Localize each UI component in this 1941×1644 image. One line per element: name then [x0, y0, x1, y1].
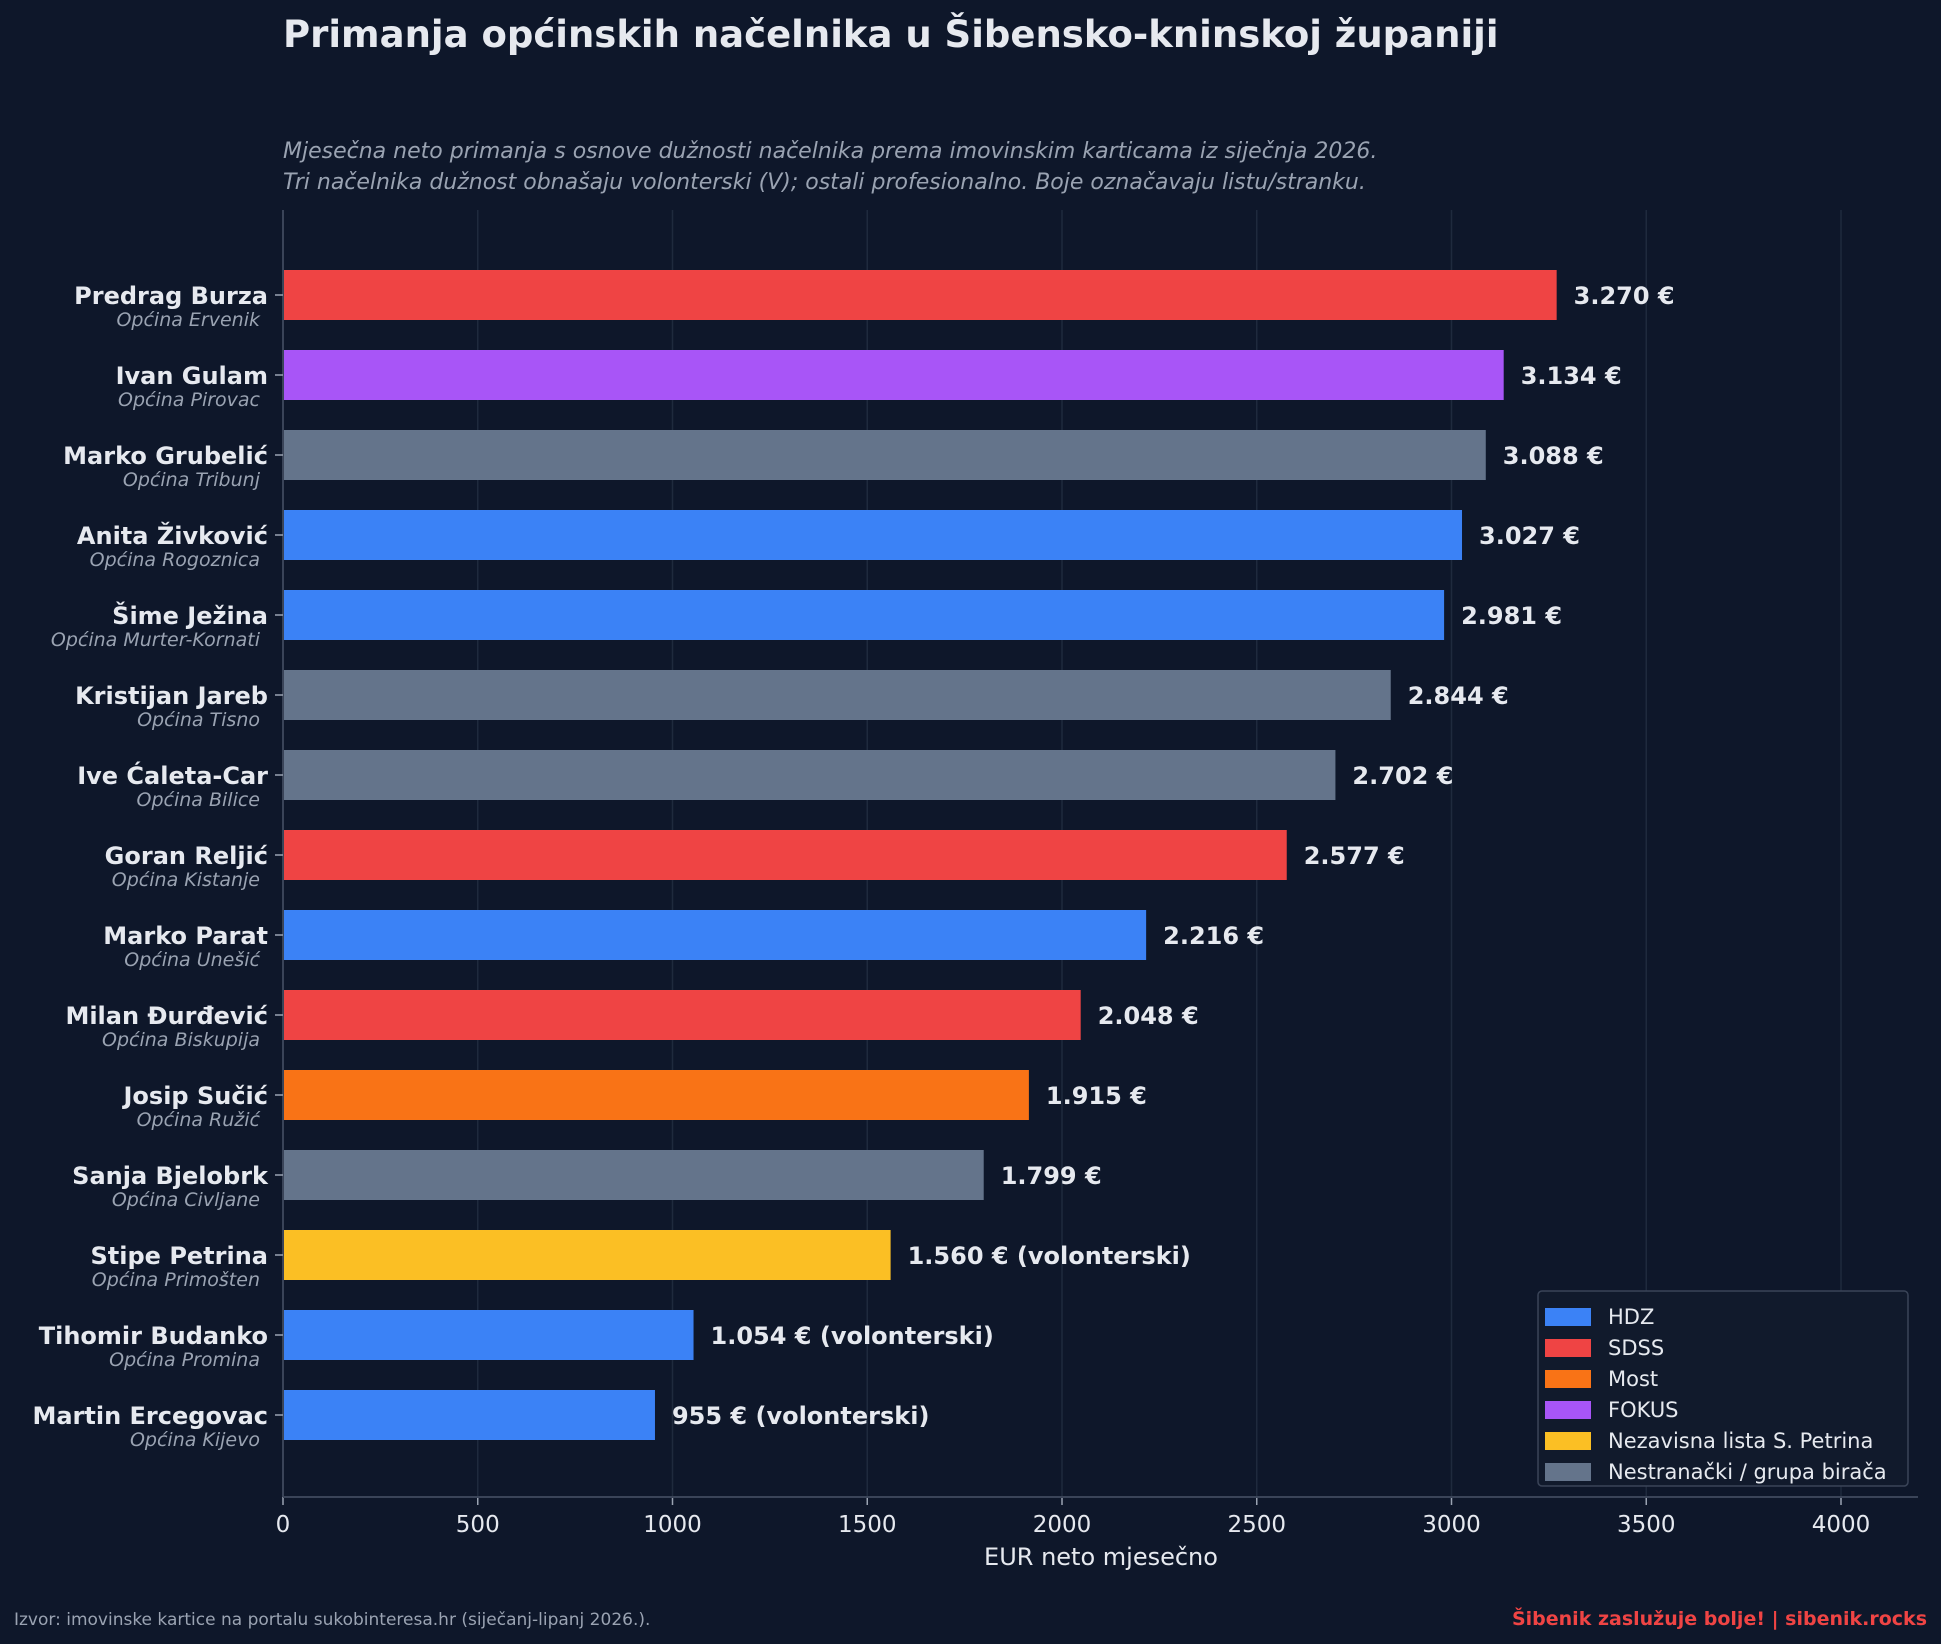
bar-municipality-label: Općina Ervenik [116, 309, 261, 331]
legend-swatch [1545, 1339, 1591, 1357]
bar-name-label: Marko Parat [103, 922, 268, 950]
bar-municipality-label: Općina Civljane [112, 1189, 260, 1211]
x-tick-label: 4000 [1812, 1512, 1871, 1538]
bar-municipality-label: Općina Tribunj [123, 469, 261, 491]
bar [283, 910, 1147, 960]
bar-name-label: Ivan Gulam [116, 362, 268, 390]
bar-municipality-label: Općina Unešić [124, 949, 261, 971]
legend-entry-label: HDZ [1608, 1305, 1654, 1329]
x-axis-label: EUR neto mjesečno [984, 1543, 1218, 1571]
legend-entry-label: SDSS [1608, 1336, 1664, 1360]
x-tick-label: 500 [456, 1512, 500, 1538]
bar-municipality-label: Općina Pirovac [118, 389, 261, 411]
bar-municipality-label: Općina Murter-Kornati [51, 629, 261, 651]
bar-name-label: Anita Živković [77, 521, 268, 550]
bar-municipality-label: Općina Tisno [137, 709, 260, 731]
bar-value-label: 2.048 € [1098, 1002, 1199, 1030]
x-tick-label: 2500 [1227, 1512, 1286, 1538]
bar-value-label: 2.844 € [1408, 682, 1509, 710]
bar-name-label: Martin Ercegovac [32, 1402, 268, 1430]
bar-name-label: Ive Ćaleta-Car [77, 760, 268, 790]
bar-municipality-label: Općina Primošten [92, 1269, 260, 1291]
bar-value-label: 2.216 € [1163, 922, 1264, 950]
legend-swatch [1545, 1370, 1591, 1388]
bar-name-label: Šime Ježina [112, 600, 268, 630]
bar-municipality-label: Općina Bilice [137, 789, 260, 811]
legend: HDZ SDSS Most FOKUS Nezavisna lista S. Petri… [1537, 1290, 1909, 1487]
x-tick-label: 3000 [1422, 1512, 1481, 1538]
source-note: Izvor: imovinske kartice na portalu suko… [14, 1610, 650, 1630]
bar [283, 990, 1081, 1040]
bar-value-label: 955 € (volonterski) [672, 1402, 929, 1430]
bar [283, 1310, 694, 1360]
bar-municipality-label: Općina Rogoznica [90, 549, 260, 571]
x-tick-label: 1500 [838, 1512, 897, 1538]
bar-value-label: 3.088 € [1503, 442, 1604, 470]
bar-name-label: Goran Reljić [105, 842, 268, 870]
bar-name-label: Sanja Bjelobrk [72, 1162, 269, 1190]
bar [283, 270, 1557, 320]
bar-value-label: 1.054 € (volonterski) [711, 1322, 994, 1350]
bar-municipality-label: Općina Ružić [137, 1109, 262, 1131]
brand-footer: Šibenik zaslužuje bolje! | sibenik.rocks [1512, 1606, 1927, 1630]
axes: 0 500 1000 1500 2000 2500 3000 3500 4000 [275, 210, 1918, 1538]
legend-entry-label: Nezavisna lista S. Petrina [1608, 1429, 1873, 1453]
bar-name-label: Josip Sučić [121, 1082, 268, 1110]
bar-name-label: Stipe Petrina [91, 1242, 268, 1270]
x-tick-label: 2000 [1033, 1512, 1092, 1538]
bar-municipality-label: Općina Kijevo [130, 1429, 260, 1451]
bar [283, 510, 1463, 560]
legend-box [1537, 1290, 1909, 1487]
bar [283, 590, 1445, 640]
legend-swatch [1545, 1463, 1591, 1481]
bar-value-label: 1.560 € (volonterski) [908, 1242, 1191, 1270]
bar [283, 750, 1336, 800]
bar [283, 830, 1287, 880]
bar-value-label: 2.577 € [1304, 842, 1405, 870]
chart-subtitle-line-2: Tri načelnika dužnost obnašaju volonters… [283, 170, 1366, 195]
bar-name-label: Kristijan Jareb [75, 682, 268, 710]
legend-swatch [1545, 1401, 1591, 1419]
bar-name-label: Milan Đurđević [65, 1002, 268, 1030]
bar-value-label: 2.702 € [1352, 762, 1453, 790]
bar [283, 1070, 1029, 1120]
bar-value-label: 3.134 € [1521, 362, 1622, 390]
bar-municipality-label: Općina Promina [109, 1349, 260, 1371]
bar [283, 350, 1504, 400]
x-tick-label: 3500 [1617, 1512, 1676, 1538]
bar-value-label: 3.027 € [1479, 522, 1580, 550]
x-tick-label: 0 [276, 1512, 291, 1538]
bar-municipality-label: Općina Biskupija [102, 1029, 260, 1051]
bar [283, 1230, 891, 1280]
bar-value-label: 1.915 € [1046, 1082, 1147, 1110]
bar-name-label: Tihomir Budanko [39, 1322, 268, 1350]
bar-name-label: Predrag Burza [74, 282, 268, 310]
bar [283, 430, 1486, 480]
legend-entry-label: FOKUS [1608, 1398, 1679, 1422]
bar-value-label: 3.270 € [1574, 282, 1675, 310]
chart-subtitle-line-1: Mjesečna neto primanja s osnove dužnosti… [283, 139, 1377, 164]
bar-value-label: 2.981 € [1461, 602, 1562, 630]
legend-swatch [1545, 1308, 1591, 1326]
bar [283, 1150, 984, 1200]
bar-municipality-label: Općina Kistanje [112, 869, 260, 891]
chart-title: Primanja općinskih načelnika u Šibensko-… [283, 12, 1499, 56]
bar [283, 1390, 655, 1440]
bar-name-label: Marko Grubelić [63, 442, 268, 470]
bar [283, 670, 1391, 720]
legend-entry-label: Most [1608, 1367, 1658, 1391]
x-tick-label: 1000 [643, 1512, 702, 1538]
legend-entry-label: Nestranački / grupa birača [1608, 1460, 1887, 1484]
legend-swatch [1545, 1432, 1591, 1450]
bar-value-label: 1.799 € [1001, 1162, 1102, 1190]
